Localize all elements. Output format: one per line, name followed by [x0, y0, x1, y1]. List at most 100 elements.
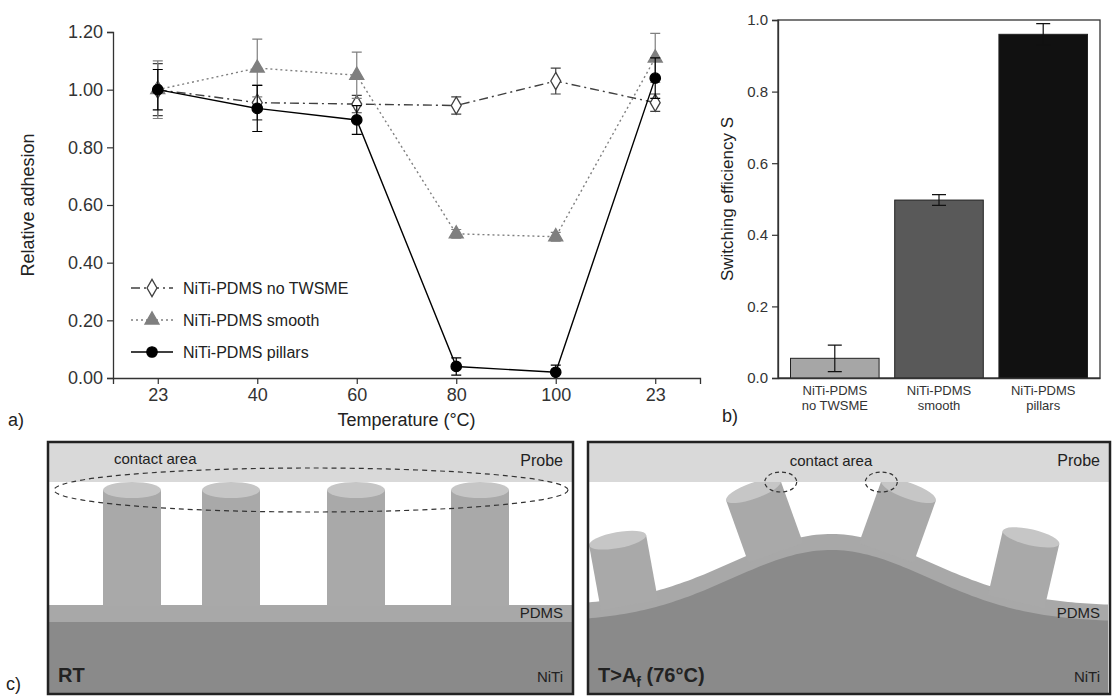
x-axis-title: Temperature (°C) — [337, 410, 475, 430]
layer-label: PDMS — [1057, 604, 1100, 621]
pillar-top — [103, 482, 161, 498]
condition-suffix: (76°C) — [641, 664, 705, 686]
y-tick-label: 0.60 — [68, 195, 103, 215]
y-tick-label: 1.20 — [68, 22, 103, 42]
y-tick-label: 0.40 — [68, 253, 103, 273]
pillar-group — [723, 473, 803, 562]
panel-label: c) — [6, 674, 21, 694]
x-tick-label: NiTi-PDMSpillars — [1011, 383, 1076, 413]
panel-a: 0.00 0.20 0.40 0.60 0.80 1.00 1.20 23 40 60 80 100 2… — [8, 22, 701, 430]
schematic: Probecontact areaPDMSNiTiT>Af (76°C) — [588, 442, 1110, 694]
legend-item: NiTi-PDMS smooth — [131, 312, 319, 329]
schematic-body — [588, 442, 1110, 694]
y-tick: 0.8 — [747, 83, 778, 100]
x-tick-mark — [357, 378, 358, 384]
y-tick-label: 0.6 — [747, 155, 768, 172]
x-tick: 23 — [646, 378, 666, 405]
error-bar — [153, 69, 163, 109]
y-tick: 0.60 — [68, 195, 113, 215]
probe — [48, 442, 573, 482]
x-tick-mark — [257, 378, 258, 384]
y-tick-label: 0.0 — [747, 369, 768, 386]
x-tick-label: 60 — [347, 385, 367, 405]
y-tick: 0.20 — [68, 311, 113, 331]
x-tick: NiTi-PDMSpillars — [1011, 378, 1076, 413]
legend-label: NiTi-PDMS pillars — [183, 344, 309, 361]
figure: 0.00 0.20 0.40 0.60 0.80 1.00 1.20 23 40 60 80 100 2… — [0, 0, 1115, 699]
substrate — [48, 622, 573, 694]
series-line — [158, 81, 655, 106]
legend-label: NiTi-PDMS no TWSME — [183, 280, 348, 297]
marker — [549, 229, 563, 241]
marker — [350, 67, 364, 79]
y-tick-label: 0.80 — [68, 138, 103, 158]
contact-outline — [765, 472, 797, 492]
x-tick-label: 23 — [148, 385, 168, 405]
marker — [551, 72, 561, 89]
x-tick-label-line: no TWSME — [802, 398, 869, 413]
x-tick: NiTi-PDMSno TWSME — [802, 378, 869, 413]
y-tick-mark — [107, 320, 113, 321]
series-line — [158, 58, 655, 237]
x-tick-label: 40 — [248, 385, 268, 405]
y-tick: 0.00 — [68, 368, 113, 388]
legend-item: NiTi-PDMS no TWSME — [131, 279, 348, 297]
y-tick-label: 0.20 — [68, 311, 103, 331]
error-bar — [932, 195, 946, 206]
layer-label: PDMS — [520, 604, 563, 621]
y-tick-mark — [772, 91, 778, 92]
x-tick-mark — [655, 378, 656, 384]
pillar-group — [588, 527, 658, 610]
schematic-body — [48, 442, 573, 694]
x-tick-label: 80 — [447, 385, 467, 405]
y-tick: 0.80 — [68, 138, 113, 158]
plot-frame — [778, 20, 1100, 378]
y-tick-label: 0.4 — [747, 226, 768, 243]
schematic: Probecontact areaPDMSNiTiRT — [48, 442, 573, 694]
pillar-group — [859, 473, 939, 562]
legend-marker — [147, 279, 157, 296]
probe-label: Probe — [520, 452, 563, 469]
x-tick-label-line: NiTi-PDMS — [803, 383, 868, 398]
substrate-label: NiTi — [1074, 668, 1100, 685]
pillar-top — [1001, 523, 1061, 552]
probe — [588, 442, 1110, 482]
y-tick: 0.0 — [747, 369, 778, 386]
axis: NiTi-PDMSno TWSMENiTi-PDMSsmoothNiTi-PDM… — [779, 378, 1101, 413]
error-bar — [828, 345, 842, 371]
axis: 0.0 0.2 0.4 0.6 0.8 1.0 — [747, 11, 778, 386]
y-tick-mark — [107, 263, 113, 264]
y-tick-mark — [772, 306, 778, 307]
panel-b: 0.00.20.40.60.81.0NiTi-PDMSno TWSMENiTi-… — [718, 11, 1101, 426]
pillar-top — [451, 482, 509, 498]
plot-area — [151, 33, 662, 378]
x-tick-label: 23 — [646, 385, 666, 405]
bar — [895, 200, 984, 378]
y-tick-mark — [772, 378, 778, 379]
marker — [451, 97, 461, 114]
schematic-frame — [48, 442, 573, 694]
x-tick-mark — [158, 378, 159, 384]
error-bar — [551, 365, 561, 378]
marker — [451, 361, 461, 371]
marker — [551, 367, 561, 377]
panel-c: c)Probecontact areaPDMSNiTiRTProbecontac… — [6, 442, 1110, 694]
x-tick-mark — [556, 378, 557, 384]
y-tick-mark — [107, 378, 113, 379]
y-tick-label: 0.2 — [747, 298, 768, 315]
bar — [999, 34, 1088, 378]
y-tick: 0.4 — [747, 226, 778, 243]
x-tick: 100 — [541, 378, 571, 405]
x-tick: 60 — [347, 378, 367, 405]
y-axis-line — [772, 21, 779, 379]
y-tick-mark — [107, 147, 113, 148]
y-tick: 0.40 — [68, 253, 113, 273]
x-tick: 80 — [447, 378, 467, 405]
contact-outline — [54, 468, 568, 512]
y-tick: 1.0 — [747, 11, 778, 28]
y-tick: 1.00 — [68, 80, 113, 100]
pillar — [327, 490, 385, 606]
pillar — [202, 490, 260, 606]
y-tick: 0.2 — [747, 298, 778, 315]
y-tick-label: 1.0 — [747, 11, 768, 28]
